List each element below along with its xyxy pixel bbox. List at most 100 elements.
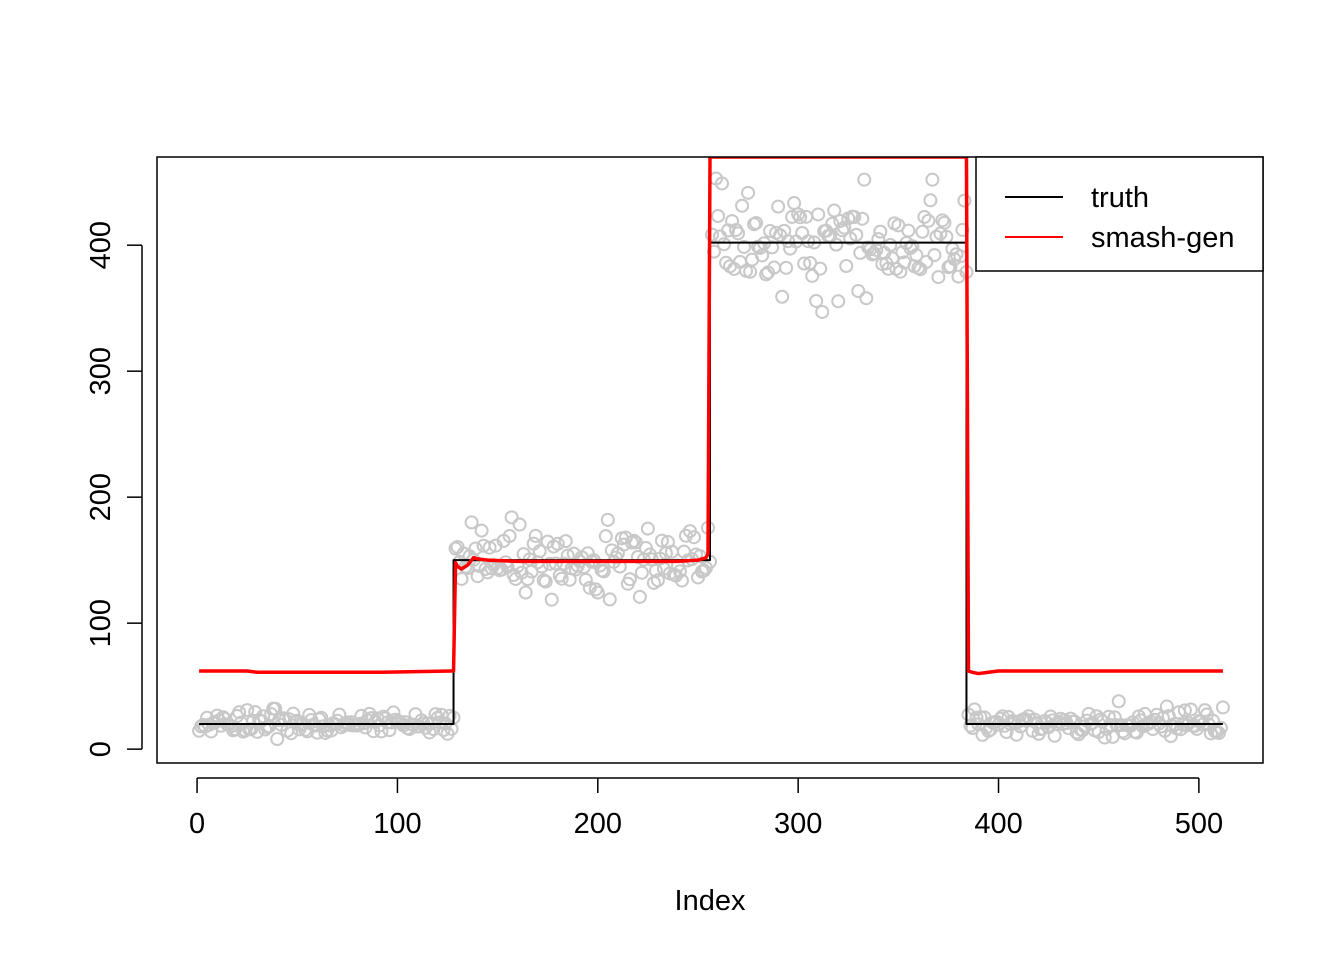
data-point [809,293,824,308]
data-point [771,199,786,214]
x-tick-label: 200 [574,808,622,840]
data-point [835,223,850,238]
x-tick-label: 0 [189,808,205,840]
x-tick-label: 500 [1175,808,1223,840]
data-point [518,585,533,600]
legend-label-truth: truth [1091,182,1149,214]
data-point [598,529,613,544]
data-point [805,268,820,283]
data-point [725,214,740,229]
data-point [214,718,229,733]
x-tick-label: 400 [974,808,1022,840]
data-point [648,563,663,578]
data-point [590,585,605,600]
data-point [422,725,437,740]
data-point [624,535,639,550]
data-point [923,193,938,208]
data-point [793,210,808,225]
data-point [482,540,497,555]
y-tick-label: 200 [85,473,117,521]
data-point [715,176,730,191]
legend-label-smash-gen: smash-gen [1091,222,1234,254]
data-point [232,705,247,720]
data-point [839,258,854,273]
data-point [548,556,563,571]
data-point [749,215,764,230]
data-point [554,571,569,586]
data-point [538,574,553,589]
y-tick-label: 300 [85,347,117,395]
data-point [312,712,327,727]
data-point [640,521,655,536]
data-point [672,564,687,579]
data-point [857,172,872,187]
data-point [512,517,527,532]
data-point [398,715,413,730]
plot-frame [156,156,1264,764]
series-line-truth [199,241,1223,725]
data-point [825,216,840,231]
data-point [999,725,1014,740]
data-point [951,269,966,284]
data-point [829,237,844,252]
data-point [504,510,519,525]
data-point [957,193,972,208]
data-point [674,573,689,588]
data-point [474,523,489,538]
data-point [831,294,846,309]
data-point [705,227,720,242]
data-point [797,256,812,271]
x-axis: 0 100 200 300 400 500 [189,777,1223,840]
data-point [815,304,830,319]
data-point [787,196,802,211]
data-point [1101,709,1116,724]
data-point [711,208,726,223]
data-point [935,213,950,228]
data-point [464,515,479,530]
data-point [270,732,285,747]
data-point [921,213,936,228]
data-point [775,289,790,304]
data-point [1183,702,1198,717]
data-point [889,261,904,276]
legend-box [975,156,1264,272]
data-point [626,533,641,548]
data-point [520,572,535,587]
data-point [544,592,559,607]
data-point [468,541,483,556]
data-point [578,572,593,587]
data-point [859,291,874,306]
series-lines [199,157,1223,725]
data-point [795,226,810,241]
data-point [731,226,746,241]
data-point [883,238,898,253]
data-point [1009,727,1024,742]
data-point [1215,700,1230,715]
data-point [871,232,886,247]
data-point [634,565,649,580]
data-point [1159,699,1174,714]
y-tick-label: 400 [85,221,117,269]
data-point [686,530,701,545]
data-point [901,223,916,238]
data-point [811,207,826,222]
data-point [927,248,942,263]
series-line-smash-gen [199,157,1223,676]
data-point [542,556,557,571]
data-point [1177,703,1192,718]
data-point [849,227,864,242]
y-axis: 0 100 200 300 400 [85,221,143,757]
data-point [851,284,866,299]
x-tick-label: 100 [373,808,421,840]
data-point [528,528,543,543]
data-point [943,259,958,274]
data-point [717,237,732,252]
data-point [502,529,517,544]
y-tick-label: 100 [85,599,117,647]
data-point [915,224,930,239]
data-point [622,572,637,587]
data-point [741,185,756,200]
data-point [550,536,565,551]
legend: truth smash-gen [975,156,1264,272]
